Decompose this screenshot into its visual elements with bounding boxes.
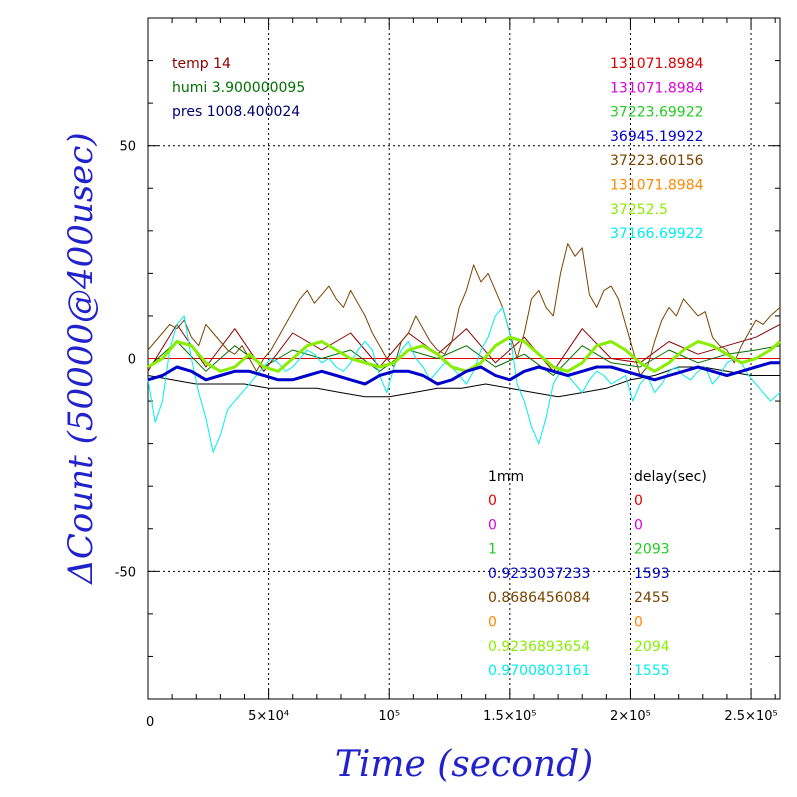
channel-value-text: 131071.8984 — [610, 178, 704, 194]
channel-value-text: 37252.5 — [610, 202, 668, 218]
table-cell-1mm: 0 — [488, 615, 497, 631]
environment-info: temp 14 humi 3.900000095 pres 1008.400024 — [172, 56, 305, 120]
x-tick-label: 1.5×10⁵ — [483, 709, 536, 724]
table-cell-delay: 2455 — [634, 590, 670, 606]
table-cell-1mm: 1 — [488, 542, 497, 558]
y-tick-label: -50 — [115, 565, 136, 580]
env-info-text: pres 1008.400024 — [172, 104, 300, 120]
series-line-5 — [147, 306, 781, 453]
x-tick-label: 0 — [146, 715, 154, 730]
table-cell-delay: 0 — [634, 493, 643, 509]
y-tick-label: 0 — [128, 353, 136, 368]
series-line-4 — [147, 243, 781, 376]
table-cell-1mm: 0.9700803161 — [488, 663, 590, 679]
table-cell-delay: 1555 — [634, 663, 670, 679]
x-tick-label: 2.5×10⁵ — [724, 709, 777, 724]
x-tick-label: 10⁵ — [378, 709, 400, 724]
x-axis-title: Time (second) — [335, 744, 593, 785]
table-header-1mm: 1mm — [488, 469, 524, 485]
table-cell-delay: 2093 — [634, 542, 670, 558]
table-cell-delay: 0 — [634, 615, 643, 631]
table-cell-1mm: 0.8686456084 — [488, 590, 591, 606]
channel-value-text: 37223.60156 — [610, 153, 704, 169]
x-tick-label: 2×10⁵ — [610, 709, 651, 724]
table-cell-1mm: 0.9233037233 — [488, 566, 590, 582]
channel-value-text: 131071.8984 — [610, 80, 704, 96]
y-axis-title: ΔCount (50000@400usec) — [61, 132, 101, 585]
env-info-text: humi 3.900000095 — [172, 80, 305, 96]
channel-value-text: 37166.69922 — [610, 226, 704, 242]
delay-table: 1mm delay(sec) 0 0 0 0 1 2093 0.9233037233 1593 0.… — [488, 469, 707, 679]
x-tick-labels: 0 5×10⁴ 10⁵ 1.5×10⁵ 2×10⁵ 2.5×10⁵ — [146, 709, 778, 730]
y-tick-labels: 50 0 -50 — [115, 140, 136, 581]
table-cell-1mm: 0.9236893654 — [488, 639, 591, 655]
data-series — [147, 243, 781, 453]
table-cell-delay: 1593 — [634, 566, 670, 582]
y-tick-label: 50 — [119, 140, 136, 155]
x-tick-label: 5×10⁴ — [248, 709, 289, 724]
table-cell-1mm: 0 — [488, 517, 497, 533]
table-cell-delay: 0 — [634, 517, 643, 533]
series-line-7 — [147, 361, 780, 386]
env-info-text: temp 14 — [172, 56, 231, 72]
channel-value-text: 37223.69922 — [610, 105, 704, 121]
table-cell-delay: 2094 — [634, 639, 670, 655]
channel-value-text: 131071.8984 — [610, 56, 704, 72]
channel-value-text: 36945.19922 — [610, 129, 704, 145]
table-cell-1mm: 0 — [488, 493, 497, 509]
table-header-delay: delay(sec) — [634, 469, 707, 485]
channel-values: 131071.8984 131071.8984 37223.69922 36945.1… — [610, 56, 704, 242]
